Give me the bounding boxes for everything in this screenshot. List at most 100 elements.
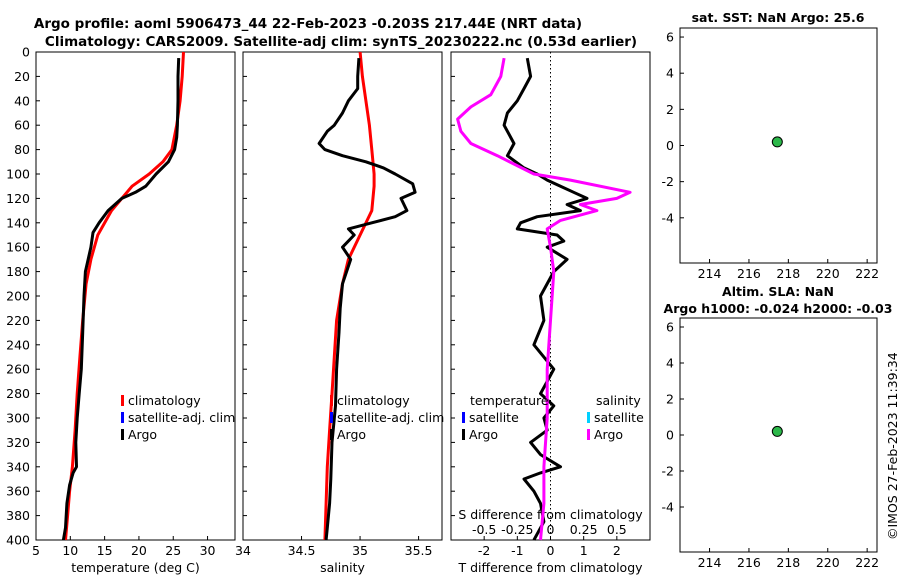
difference-xtick-label: 0 (547, 543, 555, 558)
salinity-xtick-label: 34 (235, 543, 251, 558)
difference-series-salinity-argo-line (456, 57, 632, 541)
depth-tick-label: 40 (14, 93, 30, 108)
sst-xtick-label: 214 (698, 266, 722, 281)
temperature-axes-frame (35, 51, 236, 541)
temperature-legend-0-swatch (121, 395, 124, 406)
depth-tick-label: 0 (22, 45, 30, 60)
temperature-xtick-label: 30 (200, 543, 216, 558)
sst-ytick-label: -2 (662, 174, 674, 189)
difference-salinity-tick-label: 0 (547, 522, 555, 537)
sla-ytick-label: 4 (666, 356, 674, 371)
difference-legend-temperature-argo-swatch (462, 429, 465, 440)
difference-xtick-label: -2 (478, 543, 490, 558)
depth-tick-label: 220 (6, 313, 30, 328)
difference-xtick-label: 1 (580, 543, 588, 558)
salinity-legend-0-swatch (330, 395, 333, 406)
difference-legend-salinity-satellite-swatch (587, 412, 590, 423)
depth-tick-label: 60 (14, 118, 30, 133)
sst-xtick-label: 218 (776, 266, 800, 281)
sst-title: sat. SST: NaN Argo: 25.6 (692, 10, 865, 25)
imos-watermark: ©IMOS 27-Feb-2023 11:39:34 (885, 352, 900, 540)
sst-xtick-label: 220 (816, 266, 840, 281)
difference-legend-temperature-satellite-label: satellite (469, 410, 519, 425)
sst-ytick-label: -4 (662, 210, 675, 225)
depth-tick-label: 380 (6, 508, 30, 523)
depth-tick-label: 400 (6, 533, 30, 548)
temperature-legend-0-label: climatology (128, 393, 201, 408)
temperature-legend-1-label: satellite-adj. clim (128, 410, 235, 425)
difference-legend-salinity-header: salinity (596, 393, 641, 408)
sla-argo-point (771, 425, 783, 437)
depth-tick-label: 340 (6, 459, 30, 474)
temperature-legend-2-swatch (121, 429, 124, 440)
difference-legend-temperature-satellite-swatch (462, 412, 465, 423)
sla-xtick-label: 214 (698, 555, 722, 570)
temperature-series-argo-line (61, 58, 181, 541)
sla-xtick-label: 220 (816, 555, 840, 570)
salinity-legend-2-label: Argo (337, 427, 366, 442)
depth-tick-label: 200 (6, 289, 30, 304)
sla-title-line2: Argo h1000: -0.024 h2000: -0.03 (664, 301, 893, 316)
sla-ytick-label: -2 (662, 464, 674, 479)
difference-salinity-tick-label: 0.5 (607, 522, 627, 537)
depth-tick-label: 100 (6, 167, 30, 182)
difference-xtick-label: -1 (511, 543, 523, 558)
salinity-xlabel: salinity (320, 560, 365, 575)
difference-legend-salinity-argo-swatch (587, 429, 590, 440)
sst-xtick-label: 216 (737, 266, 761, 281)
depth-tick-label: 180 (6, 264, 30, 279)
salinity-legend-1-label: satellite-adj. clim (337, 410, 444, 425)
sla-title: Altim. SLA: NaN (722, 284, 834, 299)
sla-xtick-label: 222 (855, 555, 879, 570)
temperature-xtick-label: 25 (165, 543, 181, 558)
depth-tick-label: 140 (6, 215, 30, 230)
sla-xtick-label: 216 (737, 555, 761, 570)
sst-ytick-label: 0 (666, 138, 674, 153)
salinity-xtick-label: 35 (352, 543, 368, 558)
sst-ytick-label: 6 (666, 30, 674, 45)
salinity-legend-1-swatch (330, 412, 333, 423)
depth-tick-label: 240 (6, 337, 30, 352)
salinity-legend-0-label: climatology (337, 393, 410, 408)
figure-title-line2: Climatology: CARS2009. Satellite-adj cli… (45, 34, 637, 50)
difference-salinity-tick-label: -0.25 (501, 522, 533, 537)
depth-tick-label: 20 (14, 69, 30, 84)
difference-salinity-tick-label: -0.5 (472, 522, 496, 537)
sst-xtick-label: 222 (855, 266, 879, 281)
salinity-series-climatology-line (323, 51, 376, 541)
depth-tick-label: 300 (6, 411, 30, 426)
difference-legend-temperature-argo-label: Argo (469, 427, 498, 442)
salinity-legend-2-swatch (330, 429, 333, 440)
sla-ytick-label: 2 (666, 392, 674, 407)
depth-tick-label: 280 (6, 386, 30, 401)
temperature-xtick-label: 5 (32, 543, 40, 558)
depth-tick-label: 320 (6, 435, 30, 450)
depth-tick-label: 80 (14, 142, 30, 157)
sla-xtick-label: 218 (776, 555, 800, 570)
sla-ytick-label: 0 (666, 428, 674, 443)
temperature-xtick-label: 20 (131, 543, 147, 558)
depth-tick-label: 260 (6, 362, 30, 377)
depth-tick-label: 160 (6, 240, 30, 255)
difference-series-temperature-argo-line (502, 57, 589, 541)
temperature-xtick-label: 15 (97, 543, 113, 558)
difference-xtick-label: 2 (613, 543, 621, 558)
difference-legend-salinity-satellite-label: satellite (594, 410, 644, 425)
difference-legend-salinity-argo-label: Argo (594, 427, 623, 442)
salinity-xtick-label: 34.5 (288, 543, 316, 558)
figure-title-line1: Argo profile: aoml 5906473_44 22-Feb-202… (34, 16, 582, 32)
temperature-legend-2-label: Argo (128, 427, 157, 442)
difference-top-axis-label: S difference from climatology (458, 507, 643, 522)
sst-argo-point (771, 136, 783, 148)
depth-tick-label: 360 (6, 484, 30, 499)
temperature-xtick-label: 10 (62, 543, 78, 558)
difference-salinity-tick-label: 0.25 (570, 522, 598, 537)
depth-tick-label: 120 (6, 191, 30, 206)
temperature-legend-1-swatch (121, 412, 124, 423)
sst-ytick-label: 2 (666, 102, 674, 117)
difference-xlabel: T difference from climatology (457, 560, 643, 575)
salinity-xtick-label: 35.5 (405, 543, 433, 558)
sla-ytick-label: 6 (666, 320, 674, 335)
difference-legend-temperature-header: temperature (470, 393, 549, 408)
